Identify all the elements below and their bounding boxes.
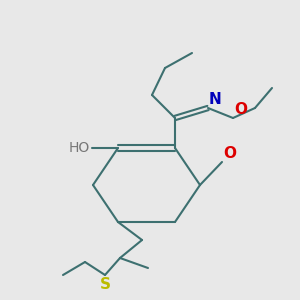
Text: N: N [209,92,222,107]
Text: HO: HO [69,141,90,155]
Text: O: O [234,102,247,117]
Text: O: O [223,146,236,161]
Text: S: S [100,277,110,292]
